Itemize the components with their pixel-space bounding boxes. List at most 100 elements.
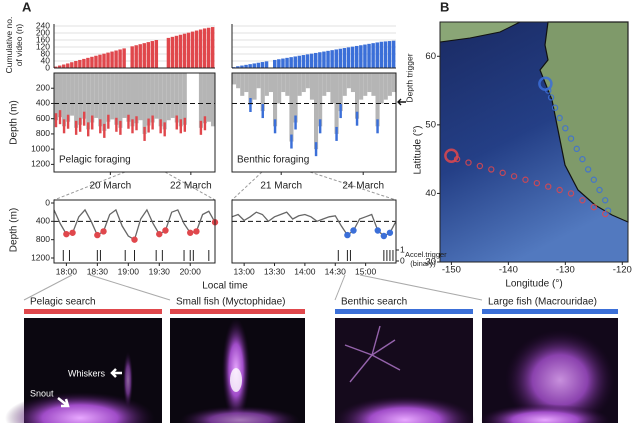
bar <box>94 55 98 68</box>
bar <box>252 63 256 68</box>
foraging-mark <box>249 97 252 112</box>
dive-profile <box>98 73 103 127</box>
bar <box>138 44 142 68</box>
bar <box>346 47 351 68</box>
bar <box>383 41 388 68</box>
dive-profile <box>289 73 294 142</box>
track-point <box>510 173 518 180</box>
bar <box>309 53 314 68</box>
x-tick-label: 18:30 <box>87 266 109 276</box>
bar <box>114 50 118 68</box>
track-point <box>596 186 603 194</box>
dive-profile <box>138 73 143 121</box>
dive-profile <box>182 73 187 125</box>
track-point <box>556 186 563 194</box>
dive-profile <box>236 73 241 89</box>
panel-label: A <box>22 0 32 14</box>
foraging-mark <box>355 111 359 126</box>
track-point <box>590 176 598 183</box>
dive-profile <box>359 73 364 100</box>
y-tick-label: 200 <box>36 82 50 92</box>
y-tick-label: 600 <box>36 113 50 123</box>
trigger-arrow <box>397 98 406 106</box>
bar <box>375 42 379 68</box>
bar <box>142 43 146 68</box>
dive-profile <box>174 73 179 123</box>
y-tick-label: 1200 <box>31 252 50 262</box>
y-tick-label: 50 <box>425 119 436 130</box>
x-tick-label: 24 March <box>342 181 384 192</box>
y-tick-label: 240 <box>36 20 50 30</box>
photo-annotation: Whiskers <box>68 368 106 378</box>
dive-profile <box>383 73 388 100</box>
panel-frame <box>53 72 216 173</box>
photo-label: Pelagic search <box>30 297 96 308</box>
y-axis-label: Cumulative no. of video (n) <box>4 16 24 74</box>
bar <box>293 56 297 68</box>
foraging-mark <box>193 228 200 235</box>
y-tick-label: 60 <box>425 51 436 62</box>
foraging-mark <box>87 122 90 137</box>
foraging-mark <box>159 119 162 134</box>
panel-frame <box>231 72 397 173</box>
dive-profile <box>309 73 314 100</box>
foraging-mark <box>156 230 163 238</box>
dive-profile <box>74 73 79 128</box>
bar <box>106 52 110 68</box>
y-axis-label: Depth (m) <box>9 208 20 252</box>
track-point <box>465 159 472 166</box>
bar <box>236 66 240 68</box>
trigger-label: Depth trigger <box>404 53 414 102</box>
foraging-mark <box>187 229 194 236</box>
x-tick-label: 13:00 <box>234 266 256 276</box>
dive-profile <box>244 73 249 93</box>
dive-profile <box>355 73 360 119</box>
bar <box>371 43 375 68</box>
dive-profile <box>314 73 319 150</box>
photo-bar <box>24 309 162 314</box>
bar <box>166 37 171 68</box>
bar <box>78 59 82 68</box>
dive-profile <box>338 73 343 112</box>
dive-profile <box>118 73 123 128</box>
bar <box>281 58 285 68</box>
dive-profile <box>346 73 351 89</box>
bar <box>326 50 330 68</box>
foraging-mark <box>179 119 182 134</box>
map-land <box>539 21 629 223</box>
bar <box>186 32 191 68</box>
bar <box>260 62 265 68</box>
x-axis-label: Local time <box>202 281 248 292</box>
dive-profile <box>122 73 127 118</box>
y-tick-label: 40 <box>425 188 436 199</box>
dive-profile <box>210 73 215 127</box>
track-point <box>488 166 495 173</box>
track-point <box>453 155 461 163</box>
y-tick-label: 400 <box>36 98 50 108</box>
photo-label: Benthic search <box>341 297 407 308</box>
dive-profile <box>130 73 135 127</box>
x-tick-label: 20:00 <box>180 266 202 276</box>
dive-profile <box>273 73 278 127</box>
foraging-mark <box>261 104 264 119</box>
dive-profile <box>256 73 261 89</box>
x-tick-label: -130 <box>556 265 575 276</box>
y-tick-label: 160 <box>36 34 50 44</box>
bar <box>122 48 126 68</box>
y-tick-label: 800 <box>36 234 50 244</box>
x-axis-label: Longitude (°) <box>505 279 562 290</box>
dive-profile <box>162 73 167 130</box>
y-tick-label: 400 <box>36 216 50 226</box>
bar <box>134 45 138 68</box>
bar <box>338 48 343 68</box>
photo <box>170 318 305 423</box>
dive-profile <box>322 73 327 96</box>
foraging-mark <box>135 116 138 131</box>
bar <box>297 55 302 68</box>
dive-profile <box>134 73 139 124</box>
foraging-mark <box>147 118 150 133</box>
dive-profile <box>260 73 265 112</box>
photo-connector <box>23 274 483 301</box>
dive-profile <box>66 73 71 122</box>
dive-profile <box>170 73 175 118</box>
